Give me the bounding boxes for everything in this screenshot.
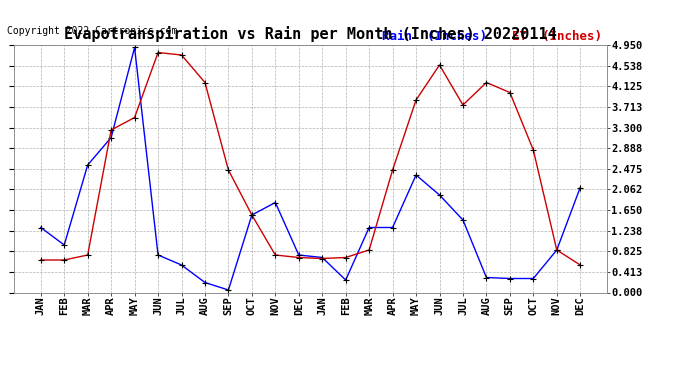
Text: Rain  (Inches): Rain (Inches) bbox=[382, 30, 486, 42]
Title: Evapotranspiration vs Rain per Month (Inches) 20220114: Evapotranspiration vs Rain per Month (In… bbox=[64, 27, 557, 42]
Text: ET  (Inches): ET (Inches) bbox=[512, 30, 602, 42]
Text: Copyright 2022 Cartronics.com: Copyright 2022 Cartronics.com bbox=[7, 26, 177, 36]
